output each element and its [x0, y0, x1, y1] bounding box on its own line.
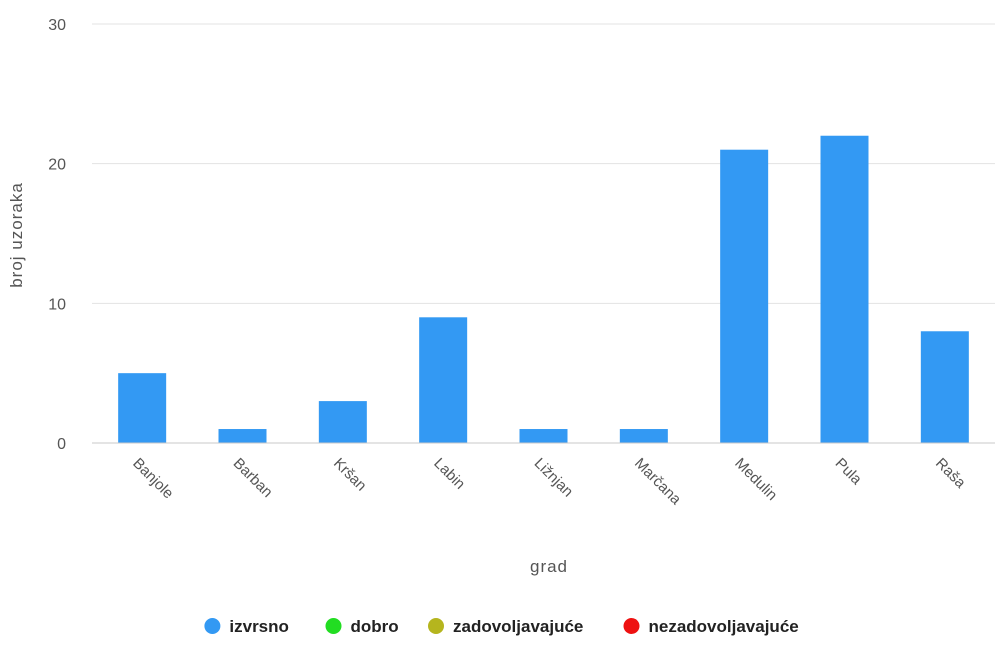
x-axis-title: grad [530, 557, 568, 576]
legend-marker [325, 618, 342, 634]
bar[interactable] [318, 401, 367, 443]
bar[interactable] [920, 331, 969, 443]
bar[interactable] [720, 149, 769, 443]
x-axis-ticks: Banjole Barban Kršan Labin Ližnjan Marčana Med… [129, 455, 969, 509]
bars [118, 135, 969, 443]
legend-label: nezadovoljavajuće [649, 617, 799, 636]
bar[interactable] [118, 373, 167, 443]
x-tick-label: Marčana [631, 455, 685, 509]
legend-label: dobro [351, 617, 399, 636]
x-tick-label: Ližnjan [531, 455, 577, 501]
y-tick-label: 10 [48, 296, 66, 313]
y-axis-ticks: 0 10 20 30 [48, 17, 66, 453]
legend-label: zadovoljavajuće [453, 617, 583, 636]
x-tick-label: Medulin [731, 455, 780, 504]
x-tick-label: Banjole [129, 455, 176, 502]
x-tick-label: Labin [430, 455, 468, 493]
legend-marker [428, 618, 444, 634]
x-tick-label: Kršan [330, 455, 370, 495]
legend-item[interactable]: dobro [325, 617, 399, 636]
legend[interactable]: izvrsno dobro zadovoljavajuće nezadovoljava… [204, 617, 799, 636]
legend-label: izvrsno [229, 617, 289, 636]
y-tick-label: 0 [57, 436, 66, 453]
bar[interactable] [419, 317, 468, 443]
bar[interactable] [820, 135, 869, 443]
x-tick-label: Barban [230, 455, 276, 501]
legend-marker [204, 618, 221, 634]
legend-marker [623, 618, 640, 634]
legend-item[interactable]: izvrsno [204, 617, 289, 636]
legend-item[interactable]: nezadovoljavajuće [623, 617, 799, 636]
y-tick-label: 20 [48, 157, 66, 174]
x-tick-label: Pula [832, 455, 866, 489]
bar[interactable] [519, 429, 568, 443]
bar[interactable] [619, 429, 668, 443]
y-axis-title: broj uzoraka [7, 182, 26, 288]
y-tick-label: 30 [48, 17, 66, 34]
bar[interactable] [218, 429, 267, 443]
legend-item[interactable]: zadovoljavajuće [428, 617, 583, 636]
x-tick-label: Raša [932, 455, 969, 492]
